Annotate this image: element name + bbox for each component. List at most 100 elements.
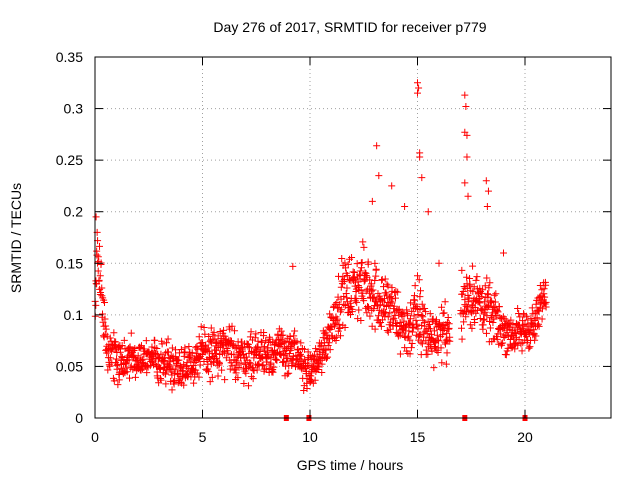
y-tick-label: 0 (75, 410, 83, 426)
data-point (212, 350, 220, 358)
data-point (337, 283, 345, 291)
y-tick-label: 0.25 (56, 152, 83, 168)
data-point (156, 365, 164, 372)
data-point (162, 380, 170, 388)
data-point (378, 316, 386, 324)
data-point (323, 331, 331, 339)
data-point (134, 352, 142, 360)
data-point (532, 332, 540, 340)
data-point (492, 312, 500, 320)
data-point (97, 289, 105, 297)
data-point (143, 369, 151, 377)
data-point (317, 356, 325, 364)
data-point (235, 364, 243, 372)
data-point (401, 203, 409, 211)
data-point (249, 375, 257, 383)
data-point (416, 153, 424, 161)
data-point (195, 373, 203, 381)
data-point (152, 362, 160, 370)
data-point (435, 337, 443, 345)
data-point (309, 379, 317, 387)
data-point (484, 291, 492, 299)
data-point (414, 79, 421, 87)
data-point (500, 249, 507, 257)
data-point (376, 292, 384, 300)
data-point (244, 340, 252, 348)
data-point (195, 333, 203, 341)
data-point (371, 277, 379, 285)
data-point (344, 260, 352, 268)
data-point (413, 320, 421, 328)
data-point (464, 298, 472, 306)
data-point (231, 365, 239, 373)
data-point (416, 331, 424, 339)
data-point (103, 332, 111, 340)
data-point (460, 318, 468, 326)
chart-title: Day 276 of 2017, SRMTID for receiver p77… (213, 19, 486, 35)
data-point (180, 381, 188, 389)
data-point (99, 310, 107, 318)
data-point (297, 339, 305, 347)
data-point (542, 303, 550, 311)
data-point (127, 362, 135, 370)
data-point (462, 302, 470, 310)
data-point (541, 300, 549, 308)
data-point (228, 322, 236, 330)
data-point (206, 378, 214, 386)
data-point (375, 172, 383, 180)
data-point (203, 366, 211, 374)
data-point (364, 260, 372, 268)
data-point (542, 281, 550, 289)
data-point (168, 344, 176, 352)
data-point (372, 265, 380, 273)
data-point (211, 335, 219, 343)
data-point (472, 309, 480, 317)
data-point (137, 366, 145, 374)
data-point (381, 312, 389, 320)
data-point (502, 351, 510, 359)
data-point (337, 332, 345, 340)
data-point (112, 338, 120, 346)
data-point (113, 355, 121, 363)
data-point (444, 336, 452, 344)
data-point (179, 367, 187, 375)
data-point (516, 313, 524, 321)
data-point (323, 354, 331, 362)
data-point (367, 280, 375, 288)
data-point (104, 366, 112, 374)
data-point (300, 345, 308, 353)
data-point (242, 353, 250, 361)
data-point (273, 356, 281, 364)
data-point (441, 340, 449, 348)
data-point (258, 338, 266, 346)
data-point (535, 322, 543, 330)
data-point (477, 293, 485, 301)
data-point (404, 311, 412, 319)
data-point (283, 357, 291, 365)
y-tick-label: 0.1 (64, 307, 84, 323)
data-point (220, 347, 228, 355)
data-point (418, 300, 426, 308)
data-point (194, 345, 202, 353)
data-point (255, 360, 263, 368)
data-point (276, 340, 284, 348)
data-point (396, 318, 404, 326)
data-point (370, 305, 378, 313)
data-point (395, 305, 403, 313)
data-point (133, 357, 141, 365)
y-tick-label: 0.2 (64, 204, 84, 220)
data-point (220, 326, 228, 334)
data-point (405, 327, 413, 335)
data-point (148, 343, 156, 351)
x-axis-label: GPS time / hours (297, 457, 404, 473)
data-point (414, 89, 421, 97)
data-point (394, 332, 402, 340)
data-point (480, 310, 488, 318)
data-point (426, 310, 434, 318)
data-point (538, 305, 546, 313)
data-point (433, 331, 441, 339)
data-point (187, 357, 195, 365)
data-point (358, 264, 366, 272)
data-point (377, 322, 385, 330)
